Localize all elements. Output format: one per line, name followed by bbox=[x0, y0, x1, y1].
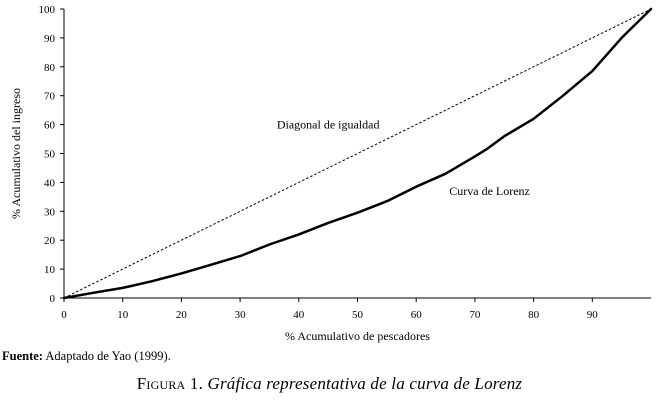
x-tick-label: 50 bbox=[352, 309, 364, 321]
figure-number: Figura 1. bbox=[136, 374, 204, 393]
y-tick-label: 80 bbox=[44, 62, 56, 74]
x-tick-label: 80 bbox=[528, 309, 540, 321]
source-label: Fuente: bbox=[2, 349, 43, 363]
y-tick-label: 40 bbox=[44, 177, 56, 189]
y-tick-label: 20 bbox=[44, 235, 56, 247]
x-axis-label: % Acumulativo de pescadores bbox=[285, 329, 430, 343]
series-group bbox=[62, 7, 653, 300]
equality-diagonal-line bbox=[63, 8, 652, 299]
x-tick-label: 70 bbox=[469, 309, 481, 321]
lorenz-curve-line bbox=[62, 7, 653, 300]
x-tick-label: 20 bbox=[176, 309, 188, 321]
x-tick-label: 0 bbox=[61, 309, 67, 321]
annotations: Diagonal de igualdad Curva de Lorenz bbox=[277, 118, 530, 198]
annotation-label: Diagonal de igualdad bbox=[277, 118, 380, 132]
x-tick-label: 40 bbox=[293, 309, 305, 321]
figure-title: Gráfica representativa de la curva de Lo… bbox=[207, 374, 523, 393]
y-tick-label: 0 bbox=[50, 293, 56, 305]
tick-labels: 0 10 20 30 40 50 60 70 80 90 100 0 10 20 30 40 50 60 70 80 9… bbox=[39, 4, 599, 321]
source-note: Fuente: Adaptado de Yao (1999). bbox=[2, 349, 171, 364]
axes bbox=[63, 9, 651, 299]
y-tick-label: 90 bbox=[44, 33, 56, 45]
x-tick-label: 10 bbox=[117, 309, 129, 321]
x-tick-label: 60 bbox=[411, 309, 423, 321]
y-tick-label: 70 bbox=[44, 91, 56, 103]
source-text: Adaptado de Yao (1999). bbox=[42, 349, 171, 363]
y-axis-label: % Acumulativo del ingreso bbox=[9, 88, 23, 219]
figure-caption: Figura 1. Gráfica representativa de la c… bbox=[0, 374, 659, 394]
lorenz-chart: 0 10 20 30 40 50 60 70 80 90 100 0 10 20 30 40 50 60 70 80 9… bbox=[9, 4, 653, 343]
y-tick-label: 60 bbox=[44, 120, 56, 132]
y-tick-label: 30 bbox=[44, 206, 56, 218]
x-tick-label: 90 bbox=[587, 309, 599, 321]
x-tick-label: 30 bbox=[235, 309, 247, 321]
y-tick-label: 100 bbox=[39, 4, 56, 16]
annotation-label: Curva de Lorenz bbox=[449, 184, 530, 198]
y-tick-label: 50 bbox=[44, 149, 56, 161]
y-tick-label: 10 bbox=[44, 264, 56, 276]
